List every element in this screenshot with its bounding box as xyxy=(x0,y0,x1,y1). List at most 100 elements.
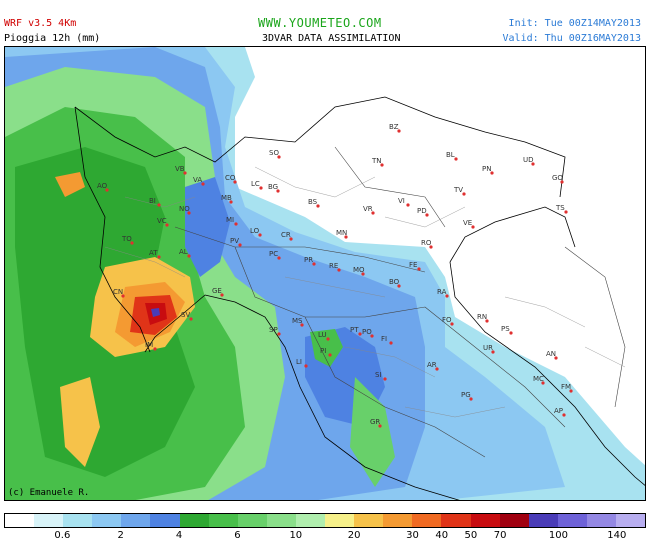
legend-tick-label: 0.6 xyxy=(54,530,71,541)
city-label: RN xyxy=(477,313,487,321)
city-label: BS xyxy=(308,198,318,206)
city-marker xyxy=(509,331,513,335)
variable-label: Pioggia 12h (mm) xyxy=(4,33,101,44)
model-label: WRF v3.5 4Km xyxy=(4,18,77,29)
city-marker xyxy=(130,241,134,245)
city-label: GE xyxy=(212,287,222,295)
city-label: VI xyxy=(398,197,405,205)
city-label: MI xyxy=(226,216,234,224)
legend-swatch xyxy=(586,514,616,527)
site-title: WWW.YOUMETEO.COM xyxy=(258,16,382,30)
legend-ticks: 0.6 2 4 6 10 20 30 40 50 70 100 140 xyxy=(4,530,646,544)
city-label: VE xyxy=(463,219,472,227)
city-label: MO xyxy=(353,266,365,274)
legend-swatch xyxy=(5,514,35,527)
city-marker xyxy=(234,222,238,226)
city-marker xyxy=(454,157,458,161)
legend-swatch xyxy=(266,514,296,527)
city-label: VB xyxy=(175,165,185,173)
city-marker xyxy=(300,323,304,327)
city-marker xyxy=(328,353,332,357)
city-marker xyxy=(471,225,475,229)
city-label: MB xyxy=(221,194,232,202)
city-marker xyxy=(105,188,109,192)
city-marker xyxy=(337,268,341,272)
city-marker xyxy=(187,254,191,258)
city-label: IM xyxy=(145,341,153,349)
city-label: MC xyxy=(533,375,544,383)
city-label: RO xyxy=(421,239,432,247)
city-label: AT xyxy=(149,249,158,257)
city-marker xyxy=(397,129,401,133)
legend-tick-label: 20 xyxy=(347,530,361,541)
legend-swatch xyxy=(499,514,529,527)
city-marker xyxy=(417,267,421,271)
city-marker xyxy=(312,262,316,266)
legend-tick-label: 4 xyxy=(175,530,183,541)
city-marker xyxy=(450,322,454,326)
city-marker xyxy=(469,397,473,401)
rain-area-aosta-orange xyxy=(55,172,85,197)
city-marker xyxy=(490,171,494,175)
city-label: PV xyxy=(230,237,239,245)
city-marker xyxy=(277,256,281,260)
city-marker xyxy=(371,211,375,215)
city-marker xyxy=(276,189,280,193)
legend-swatch xyxy=(557,514,587,527)
city-label: TO xyxy=(121,235,132,243)
city-label: FO xyxy=(442,316,452,324)
city-label: LU xyxy=(318,331,327,339)
city-label: UD xyxy=(523,156,534,164)
city-label: NO xyxy=(179,205,190,213)
city-label: CN xyxy=(113,288,123,296)
city-marker xyxy=(153,347,157,351)
legend-swatch xyxy=(179,514,209,527)
city-marker xyxy=(380,163,384,167)
city-marker xyxy=(569,389,573,393)
city-marker xyxy=(564,210,568,214)
city-marker xyxy=(389,341,393,345)
city-marker xyxy=(560,180,564,184)
city-marker xyxy=(183,171,187,175)
region-border xyxy=(174,146,626,458)
city-label: FM xyxy=(561,383,571,391)
city-label: BL xyxy=(446,151,455,159)
city-marker xyxy=(326,337,330,341)
legend-tick-label: 50 xyxy=(464,530,478,541)
city-label: PI xyxy=(320,347,326,355)
legend-swatch xyxy=(441,514,471,527)
city-label: CO xyxy=(225,174,236,182)
color-legend xyxy=(4,513,646,528)
city-marker xyxy=(259,186,263,190)
map-canvas: BZ SO TN BL PN UD GO TS AO VB CO VA LC BG MB BS VR VI TV PD… xyxy=(5,47,645,500)
city-marker xyxy=(445,294,449,298)
city-marker xyxy=(258,233,262,237)
city-label: CR xyxy=(281,231,291,239)
city-marker xyxy=(383,377,387,381)
city-marker xyxy=(361,272,365,276)
city-label: MN xyxy=(336,229,347,237)
city-label: AL xyxy=(179,248,188,256)
legend-swatch xyxy=(528,514,558,527)
city-marker xyxy=(277,155,281,159)
legend-swatch xyxy=(325,514,355,527)
precipitation-map: BZ SO TN BL PN UD GO TS AO VB CO VA LC BG MB BS VR VI TV PD… xyxy=(4,46,646,501)
city-marker xyxy=(277,332,281,336)
city-label: PN xyxy=(482,165,491,173)
city-marker xyxy=(344,235,348,239)
legend-tick-label: 40 xyxy=(435,530,449,541)
city-label: SV xyxy=(181,311,190,319)
city-label: PR xyxy=(304,256,313,264)
city-label: SO xyxy=(269,149,279,157)
city-marker xyxy=(121,294,125,298)
city-label: PC xyxy=(269,250,278,258)
city-label: LO xyxy=(250,227,260,235)
legend-swatch xyxy=(34,514,64,527)
city-label: TN xyxy=(371,157,382,165)
province-border xyxy=(104,166,626,418)
legend-tick-label: 70 xyxy=(493,530,507,541)
assimilation-label: 3DVAR DATA ASSIMILATION xyxy=(262,33,401,44)
city-label: BZ xyxy=(389,123,399,131)
city-label: GR xyxy=(370,418,380,426)
city-label: FI xyxy=(381,335,387,343)
